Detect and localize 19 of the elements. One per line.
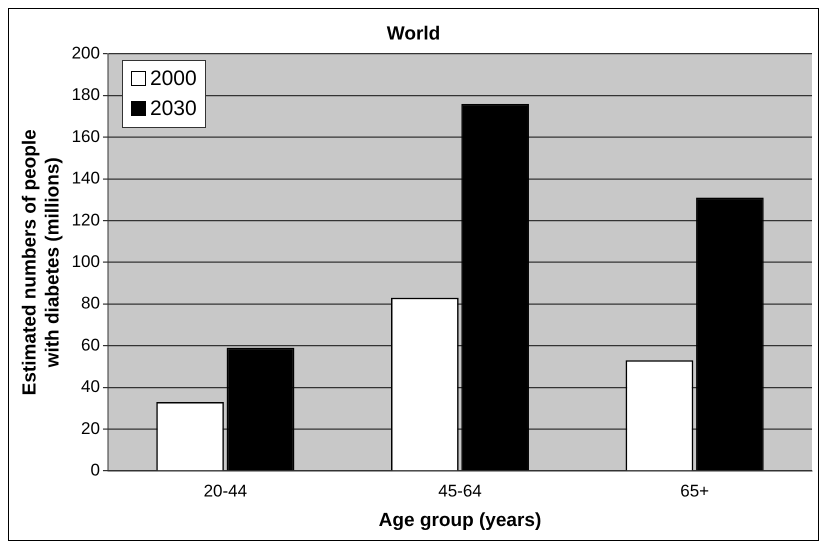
- y-tick-label: 160: [72, 126, 100, 146]
- y-tick-label: 40: [81, 377, 100, 396]
- x-tick-label: 65+: [680, 482, 710, 501]
- x-tick-label: 20-44: [204, 482, 248, 501]
- y-tick-label: 120: [72, 210, 100, 230]
- y-tick-label: 100: [72, 252, 100, 271]
- chart-title: World: [386, 24, 440, 45]
- y-tick-label: 20: [81, 418, 100, 438]
- y-tick-label: 0: [90, 460, 100, 480]
- x-tick-label: 45-64: [438, 482, 482, 501]
- x-axis-title: Age group (years): [378, 510, 542, 531]
- legend-label: 2030: [150, 96, 197, 122]
- y-tick-label: 180: [72, 85, 100, 104]
- y-tick-label: 200: [72, 43, 100, 62]
- legend-label: 2000: [150, 66, 197, 92]
- y-axis-title: Estimated numbers of people with diabetes (millions): [20, 129, 64, 396]
- y-tick-label: 80: [81, 294, 100, 313]
- y-tick-label: 60: [81, 335, 100, 354]
- y-tick-label: 140: [72, 168, 100, 188]
